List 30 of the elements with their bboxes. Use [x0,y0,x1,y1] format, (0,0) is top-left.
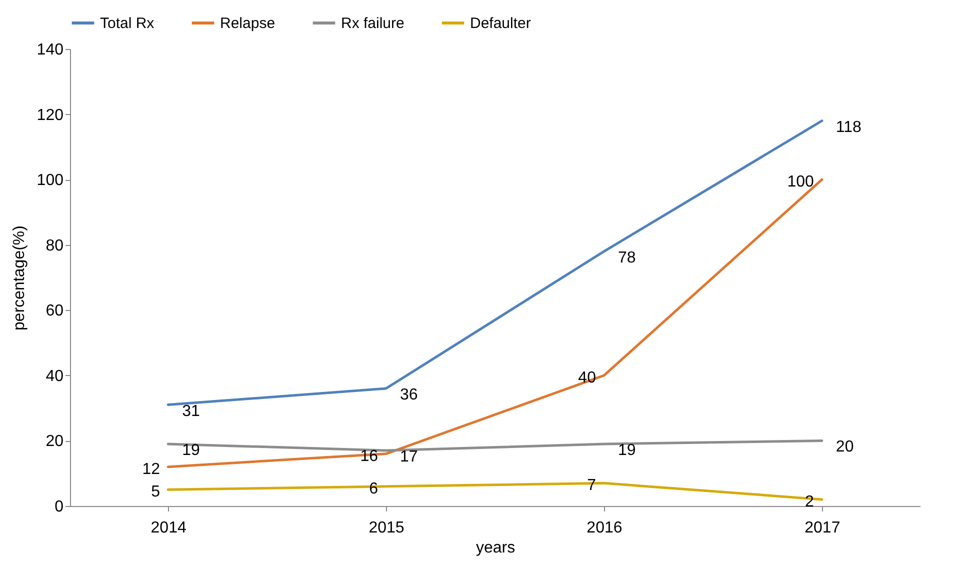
data-label: 100 [787,174,814,191]
data-label: 36 [400,386,418,404]
x-tick-label: 2014 [150,520,186,536]
data-label: 5 [151,484,160,501]
y-tick-label: 40 [46,368,64,385]
x-tick-label: 2016 [586,520,622,536]
data-label: 19 [182,442,200,459]
legend-label: Rx failure [341,15,404,32]
x-tick-label: 2015 [368,520,404,536]
data-label: 78 [618,249,636,266]
y-tick-label: 80 [46,237,64,254]
y-tick-label: 140 [36,42,64,58]
data-label: 12 [142,460,160,478]
data-label: 17 [400,448,418,466]
line-series [166,120,824,406]
y-tick-label: 20 [46,433,64,450]
legend-label: Relapse [220,15,276,32]
x-tick-label: 2017 [804,520,840,536]
data-label: 118 [836,118,862,136]
y-axis-title: percentage(%) [10,226,28,330]
data-label: 19 [618,442,636,459]
y-tick-label: 100 [36,172,64,190]
y-tick-label: 0 [54,498,64,516]
data-label: 31 [182,402,200,420]
legend-label: Total Rx [100,15,155,32]
y-tick-label: 120 [36,106,64,124]
y-tick-label: 60 [46,302,64,320]
x-axis-title: years [476,540,516,556]
data-label: 20 [836,438,854,456]
legend-label: Defaulter [470,15,531,32]
